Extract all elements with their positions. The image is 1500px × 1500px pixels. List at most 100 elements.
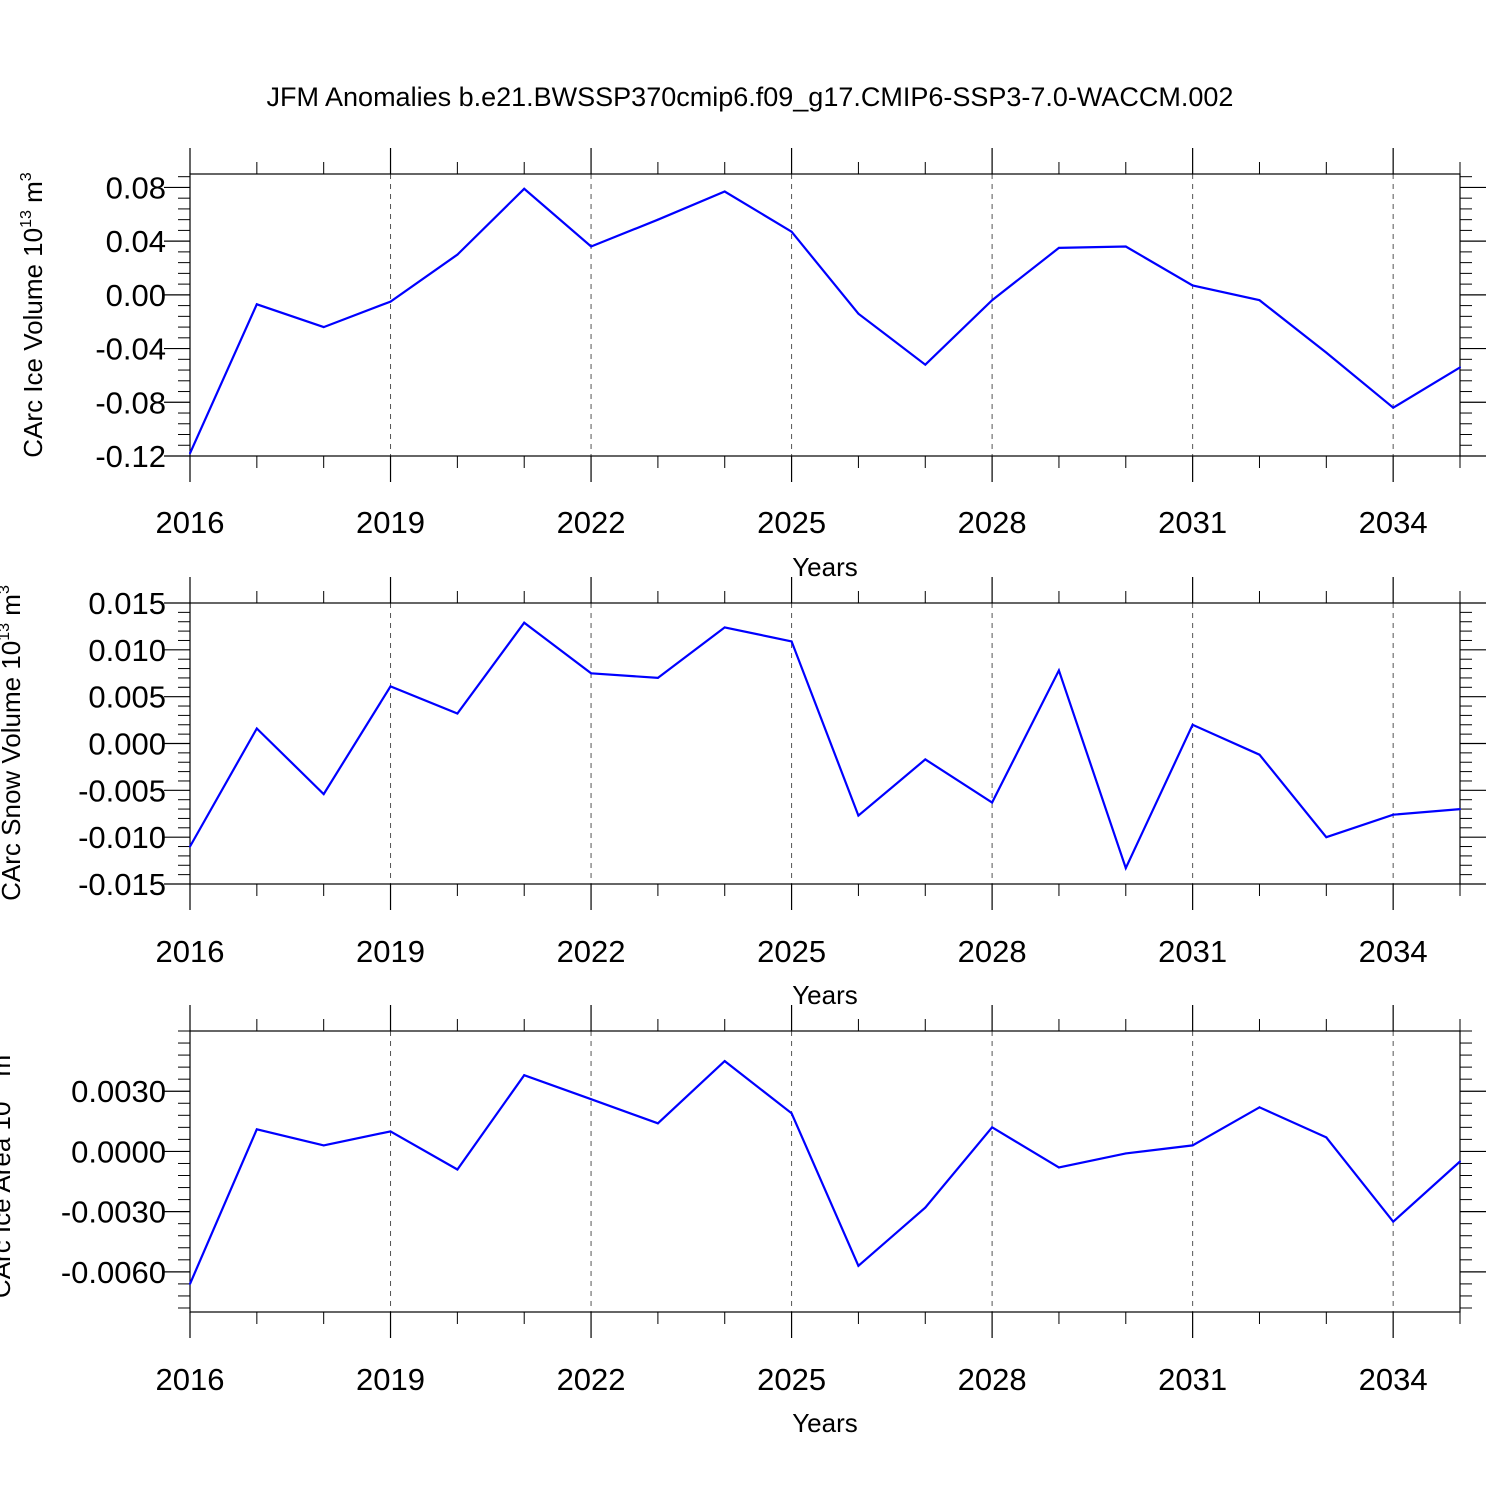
data-point — [456, 253, 459, 256]
x-tick-label: 2031 — [1158, 934, 1227, 969]
y-tick-label: 0.08 — [106, 170, 166, 205]
chart-panel-3: -0.0060 -0.0030 0.0000 0.0030 2016 2019 2022 20… — [0, 1005, 1486, 1438]
y-axis-title-unit: m — [0, 594, 26, 623]
x-tick-label: 2016 — [156, 934, 225, 969]
data-point — [1392, 813, 1395, 816]
x-tick-label: 2016 — [156, 505, 225, 540]
y-axis-title-clip: CArc Ice Area 1013 m2 — [0, 1046, 16, 1298]
data-point — [1191, 1144, 1194, 1147]
y-tick-label: 0.0030 — [71, 1074, 166, 1109]
data-point — [456, 1168, 459, 1171]
data-point — [857, 1264, 860, 1267]
data-point — [857, 814, 860, 817]
y-tick-label: -0.08 — [95, 385, 166, 420]
y-axis-title: CArc Ice Area 1013 m2 — [0, 1046, 16, 1298]
x-tick-label: 2019 — [356, 505, 425, 540]
y-axis-title: CArc Ice Volume 1013 m3 — [18, 172, 48, 457]
y-axis-title-unit-exponent: 2 — [0, 1046, 3, 1055]
y-tick-label: -0.010 — [78, 820, 166, 855]
data-point — [1459, 1160, 1461, 1163]
y-axis-title-main: CArc Ice Volume 10 — [18, 228, 48, 458]
data-point — [723, 626, 726, 629]
y-axis-title-exponent: 13 — [0, 1084, 3, 1102]
data-point — [1325, 836, 1328, 839]
data-point — [189, 452, 191, 455]
y-tick-label: -0.005 — [78, 773, 166, 808]
data-point — [322, 793, 325, 796]
x-tick-label: 2016 — [156, 1362, 225, 1397]
x-tick-label: 2034 — [1359, 1362, 1428, 1397]
data-point — [1325, 351, 1328, 354]
series-line — [188, 187, 1461, 454]
data-point — [924, 1206, 927, 1209]
data-point — [1124, 1152, 1127, 1155]
data-point — [590, 245, 593, 248]
data-point — [523, 621, 526, 624]
data-point — [790, 1112, 793, 1115]
data-point — [456, 712, 459, 715]
x-tick-label: 2019 — [356, 1362, 425, 1397]
data-point — [389, 685, 392, 688]
series-line — [189, 621, 1461, 872]
x-tick-label: 2031 — [1158, 1362, 1227, 1397]
data-point — [255, 1128, 258, 1131]
y-tick-label: 0.000 — [88, 727, 166, 762]
data-point — [656, 1122, 659, 1125]
data-point — [991, 299, 994, 302]
data-point — [1124, 245, 1127, 248]
y-axis-title-unit: m — [18, 181, 48, 210]
data-point — [1258, 299, 1261, 302]
x-tick-label: 2028 — [958, 505, 1027, 540]
chart-panel-2: -0.015 -0.010 -0.005 0.000 0.005 0.010 0.015 20… — [0, 577, 1486, 1010]
x-tick-label: 2025 — [757, 934, 826, 969]
data-point — [857, 312, 860, 315]
x-tick-label: 2025 — [757, 1362, 826, 1397]
data-point — [255, 727, 258, 730]
data-point — [590, 672, 593, 675]
y-axis-title-unit: m — [0, 1055, 16, 1084]
data-point — [1459, 366, 1461, 369]
data-point — [189, 845, 191, 848]
x-tick-label: 2034 — [1359, 505, 1428, 540]
x-tick-label: 2019 — [356, 934, 425, 969]
data-point — [991, 801, 994, 804]
data-point — [1057, 669, 1060, 672]
y-tick-label: 0.04 — [106, 224, 166, 259]
x-tick-label: 2028 — [958, 934, 1027, 969]
data-point — [924, 758, 927, 761]
data-point — [1325, 1136, 1328, 1139]
y-axis-title: CArc Snow Volume 1013 m3 — [0, 585, 26, 901]
data-point — [991, 1126, 994, 1129]
data-point — [389, 300, 392, 303]
y-tick-label: -0.12 — [95, 439, 166, 474]
data-point — [1057, 246, 1060, 249]
y-tick-label: 0.00 — [106, 278, 166, 313]
chart-panel-1: -0.12 -0.08 -0.04 0.00 0.04 0.08 2016 2019 2022 2… — [18, 148, 1486, 582]
y-tick-label: 0.005 — [88, 680, 166, 715]
data-point — [322, 326, 325, 329]
x-tick-label: 2022 — [557, 505, 626, 540]
data-point — [1392, 1220, 1395, 1223]
data-point — [1057, 1166, 1060, 1169]
y-axis-title-unit-exponent: 3 — [18, 172, 35, 181]
data-point — [322, 1144, 325, 1147]
y-tick-label: 0.015 — [88, 586, 166, 621]
plot-frame — [189, 173, 1461, 457]
x-tick-label: 2031 — [1158, 505, 1227, 540]
data-point — [255, 303, 258, 306]
plot-frame — [189, 602, 1461, 885]
x-axis-title: Years — [792, 1408, 858, 1438]
x-axis-title: Years — [792, 552, 858, 582]
y-tick-label: -0.0030 — [61, 1195, 166, 1230]
data-point — [523, 1074, 526, 1077]
data-point — [189, 1282, 191, 1285]
x-tick-label: 2034 — [1359, 934, 1428, 969]
data-point — [523, 187, 526, 190]
y-tick-label: 0.0000 — [71, 1134, 166, 1169]
data-point — [790, 230, 793, 233]
plot-frame — [189, 1030, 1461, 1313]
data-point — [1258, 1106, 1261, 1109]
y-axis-title-exponent: 13 — [18, 210, 35, 228]
x-axis-title: Years — [792, 980, 858, 1010]
